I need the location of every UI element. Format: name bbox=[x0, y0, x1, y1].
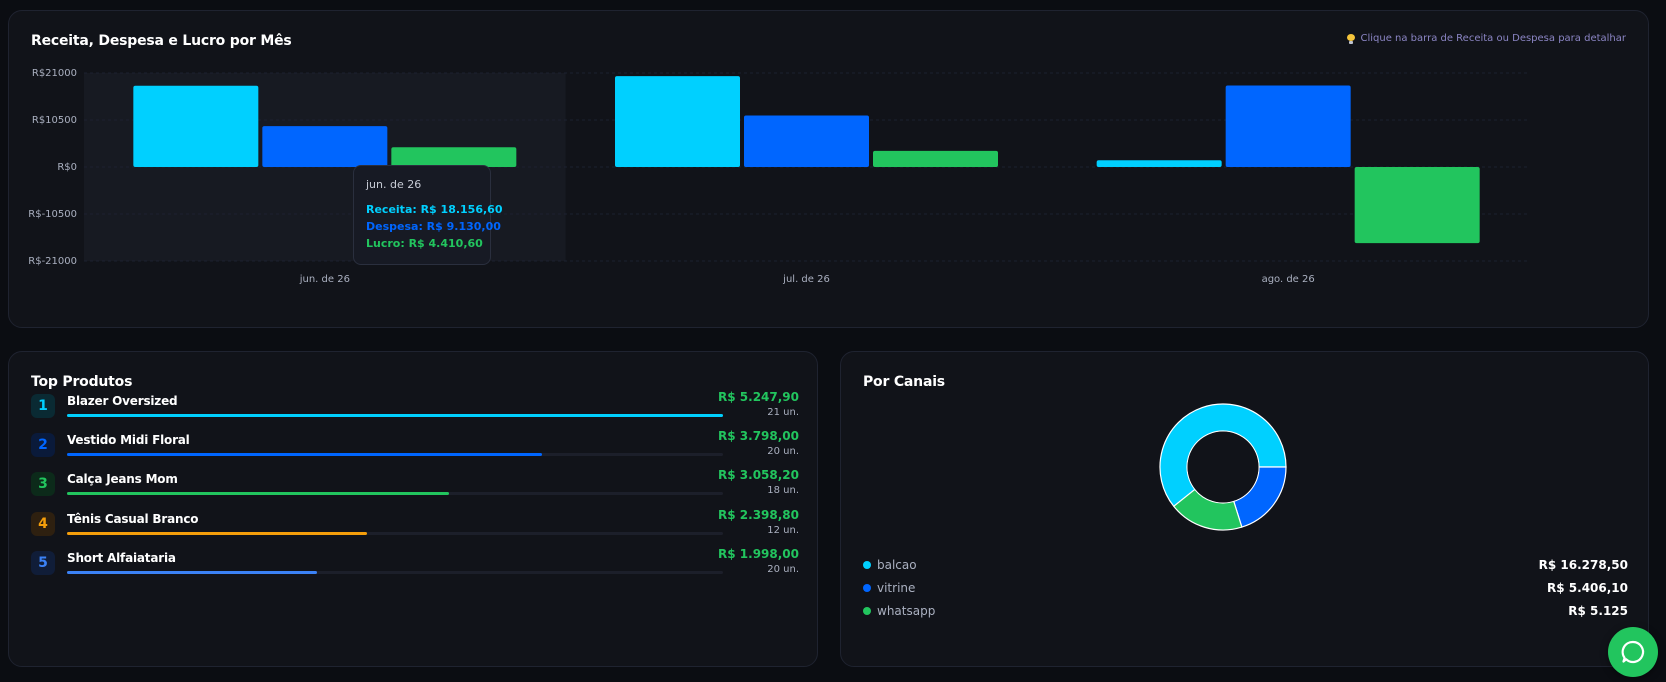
tooltip-despesa: Despesa: R$ 9.130,00 bbox=[366, 220, 501, 233]
legend-name: balcao bbox=[877, 558, 917, 572]
product-units: 12 un. bbox=[767, 524, 799, 536]
product-revenue: R$ 1.998,00 bbox=[718, 546, 799, 561]
chart-hint: Clique na barra de Receita ou Despesa pa… bbox=[1347, 33, 1626, 44]
channels-card: Por Canais balcao R$ 16.278,50 vitrine R$ 5… bbox=[840, 351, 1649, 667]
tooltip-receita: Receita: R$ 18.156,60 bbox=[366, 203, 503, 216]
bar-despesa-0[interactable] bbox=[262, 126, 388, 167]
donut-slice-whatsapp[interactable] bbox=[1172, 488, 1243, 531]
bar-receita-0[interactable] bbox=[133, 85, 259, 167]
legend-dot bbox=[863, 561, 871, 569]
bar-lucro-0 bbox=[391, 147, 517, 167]
top-products-title: Top Produtos bbox=[31, 374, 133, 390]
tooltip-title: jun. de 26 bbox=[366, 178, 422, 191]
product-revenue: R$ 2.398,80 bbox=[718, 507, 799, 522]
product-row: 1 Blazer Oversized R$ 5.247,90 21 un. bbox=[31, 390, 799, 428]
donut-slice-balcao[interactable] bbox=[1159, 403, 1287, 508]
product-share-bar bbox=[67, 492, 450, 496]
product-revenue: R$ 5.247,90 bbox=[718, 390, 799, 404]
product-revenue: R$ 3.058,20 bbox=[718, 468, 799, 483]
product-share-bar bbox=[67, 414, 723, 417]
product-share-bar bbox=[67, 453, 542, 457]
bar-lucro-1 bbox=[873, 150, 998, 167]
product-units: 20 un. bbox=[767, 446, 799, 458]
chart-tooltip: jun. de 26 Receita: R$ 18.156,60 Despesa… bbox=[353, 165, 503, 265]
y-tick-label: R$-21000 bbox=[28, 256, 77, 267]
y-tick-label: R$-10500 bbox=[28, 209, 77, 220]
product-share-track bbox=[67, 570, 723, 574]
y-tick-label: R$0 bbox=[57, 162, 77, 173]
tooltip-lucro: Lucro: R$ 4.410,60 bbox=[366, 237, 483, 250]
legend-value: R$ 5.406,10 bbox=[1547, 581, 1628, 595]
whatsapp-icon bbox=[1621, 640, 1645, 664]
bar-lucro-2 bbox=[1354, 167, 1480, 244]
legend-item-balcao: balcao R$ 16.278,50 bbox=[863, 558, 1628, 574]
product-name: Short Alfaiataria bbox=[67, 550, 176, 565]
legend-value: R$ 16.278,50 bbox=[1538, 558, 1628, 572]
chart-hint-text: Clique na barra de Receita ou Despesa pa… bbox=[1360, 33, 1626, 44]
channels-donut-chart bbox=[1159, 403, 1287, 531]
product-name: Vestido Midi Floral bbox=[67, 433, 190, 448]
x-tick-label: jul. de 26 bbox=[782, 274, 830, 285]
rank-badge: 2 bbox=[31, 433, 55, 458]
legend-name: vitrine bbox=[877, 581, 916, 595]
rank-badge: 5 bbox=[31, 550, 55, 575]
top-products-card: Top Produtos 1 Blazer Oversized R$ 5.247,9… bbox=[8, 351, 818, 667]
chart-title: Receita, Despesa e Lucro por Mês bbox=[31, 33, 292, 49]
x-tick-label: jun. de 26 bbox=[299, 274, 350, 285]
donut-hole bbox=[1187, 431, 1259, 503]
channels-title: Por Canais bbox=[863, 374, 945, 390]
bar-despesa-2[interactable] bbox=[1225, 85, 1351, 167]
product-row: 2 Vestido Midi Floral R$ 3.798,00 20 un. bbox=[31, 429, 799, 467]
legend-name: whatsapp bbox=[877, 604, 936, 618]
whatsapp-chat-button[interactable] bbox=[1608, 627, 1658, 677]
product-share-track bbox=[67, 492, 723, 496]
bar-despesa-1[interactable] bbox=[744, 115, 869, 167]
bar-receita-1[interactable] bbox=[615, 76, 740, 167]
legend-item-vitrine: vitrine R$ 5.406,10 bbox=[863, 581, 1628, 597]
product-row: 4 Tênis Casual Branco R$ 2.398,80 12 un. bbox=[31, 508, 799, 546]
y-tick-label: R$21000 bbox=[32, 68, 77, 79]
bar-receita-2[interactable] bbox=[1096, 160, 1222, 167]
product-share-track bbox=[67, 531, 723, 535]
legend-item-whatsapp: whatsapp R$ 5.125 bbox=[863, 604, 1628, 620]
revenue-chart-card: Receita, Despesa e Lucro por Mês Clique … bbox=[8, 10, 1649, 328]
rank-badge: 3 bbox=[31, 472, 55, 497]
bar-chart: R$21000 R$10500 R$0 R$-10500 R$-21000 jun. de… bbox=[28, 68, 1529, 285]
product-share-bar bbox=[67, 531, 367, 535]
rank-badge: 4 bbox=[31, 511, 55, 536]
product-units: 21 un. bbox=[767, 407, 799, 418]
product-row: 3 Calça Jeans Mom R$ 3.058,20 18 un. bbox=[31, 468, 799, 506]
product-units: 18 un. bbox=[767, 485, 799, 497]
product-row: 5 Short Alfaiataria R$ 1.998,00 20 un. bbox=[31, 547, 799, 585]
product-share-bar bbox=[67, 570, 317, 574]
product-share-track bbox=[67, 414, 723, 417]
product-units: 20 un. bbox=[767, 563, 799, 575]
y-tick-label: R$10500 bbox=[32, 115, 77, 126]
product-revenue: R$ 3.798,00 bbox=[718, 429, 799, 444]
legend-dot bbox=[863, 584, 871, 592]
x-tick-label: ago. de 26 bbox=[1262, 274, 1315, 285]
product-name: Tênis Casual Branco bbox=[67, 511, 199, 526]
product-share-track bbox=[67, 453, 723, 457]
product-name: Calça Jeans Mom bbox=[67, 472, 178, 487]
legend-value: R$ 5.125 bbox=[1568, 604, 1628, 618]
legend-dot bbox=[863, 607, 871, 615]
product-name: Blazer Oversized bbox=[67, 394, 178, 408]
lightbulb-icon bbox=[1347, 33, 1356, 44]
rank-badge: 1 bbox=[31, 394, 55, 418]
